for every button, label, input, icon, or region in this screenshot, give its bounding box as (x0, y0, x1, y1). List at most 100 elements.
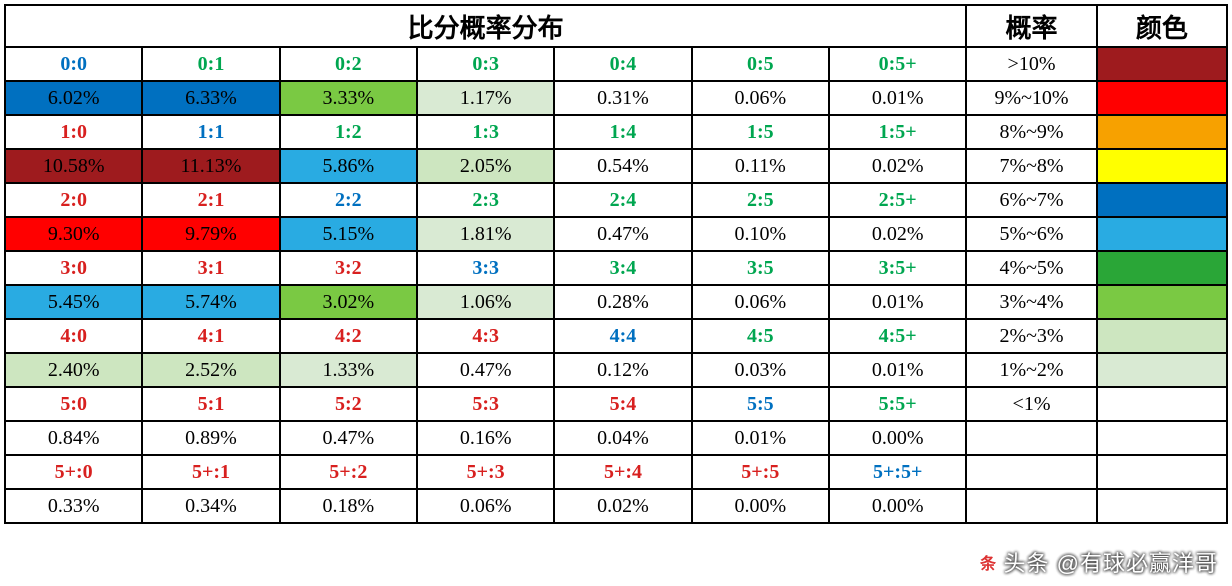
table-row: 0.84%0.89%0.47%0.16%0.04%0.01%0.00% (5, 421, 1227, 455)
data-cell: 1:1 (142, 115, 279, 149)
table-row: 2:02:12:22:32:42:52:5+6%~7% (5, 183, 1227, 217)
data-cell: 0.03% (692, 353, 829, 387)
legend-label: 5%~6% (966, 217, 1096, 251)
data-cell: 0.04% (554, 421, 691, 455)
legend-swatch (1097, 353, 1227, 387)
data-cell: 0.11% (692, 149, 829, 183)
legend-swatch (1097, 115, 1227, 149)
data-cell: 0.18% (280, 489, 417, 523)
legend-swatch (1097, 387, 1227, 421)
data-cell: 0.47% (417, 353, 554, 387)
legend-label: 7%~8% (966, 149, 1096, 183)
legend-label: 4%~5% (966, 251, 1096, 285)
data-cell: 1.81% (417, 217, 554, 251)
data-cell: 3:4 (554, 251, 691, 285)
data-cell: 2:5 (692, 183, 829, 217)
data-cell: 0:2 (280, 47, 417, 81)
data-cell: 5+:1 (142, 455, 279, 489)
data-cell: 0.10% (692, 217, 829, 251)
data-cell: 0:0 (5, 47, 142, 81)
legend-label (966, 489, 1096, 523)
data-cell: 0.06% (692, 285, 829, 319)
data-cell: 1:3 (417, 115, 554, 149)
data-cell: 5+:2 (280, 455, 417, 489)
legend-label: 9%~10% (966, 81, 1096, 115)
data-cell: 0.47% (554, 217, 691, 251)
table-row: 10.58%11.13%5.86%2.05%0.54%0.11%0.02%7%~… (5, 149, 1227, 183)
data-cell: 4:5 (692, 319, 829, 353)
data-cell: 1:4 (554, 115, 691, 149)
data-cell: 5.15% (280, 217, 417, 251)
data-cell: 6.33% (142, 81, 279, 115)
data-cell: 1:5 (692, 115, 829, 149)
data-cell: 2:1 (142, 183, 279, 217)
data-cell: 5:3 (417, 387, 554, 421)
data-cell: 4:3 (417, 319, 554, 353)
data-cell: 0.01% (829, 285, 966, 319)
legend-swatch (1097, 217, 1227, 251)
data-cell: 3:3 (417, 251, 554, 285)
data-cell: 2:4 (554, 183, 691, 217)
data-cell: 2:2 (280, 183, 417, 217)
data-cell: 6.02% (5, 81, 142, 115)
data-cell: 2:5+ (829, 183, 966, 217)
header-color: 颜色 (1097, 5, 1227, 47)
data-cell: 0.02% (554, 489, 691, 523)
data-cell: 0.54% (554, 149, 691, 183)
data-cell: 5+:5 (692, 455, 829, 489)
data-cell: 0.47% (280, 421, 417, 455)
data-cell: 0.84% (5, 421, 142, 455)
table-row: 0:00:10:20:30:40:50:5+>10% (5, 47, 1227, 81)
table-row: 1:01:11:21:31:41:51:5+8%~9% (5, 115, 1227, 149)
data-cell: 0.00% (829, 489, 966, 523)
data-cell: 1:2 (280, 115, 417, 149)
table-row: 9.30%9.79%5.15%1.81%0.47%0.10%0.02%5%~6% (5, 217, 1227, 251)
table-header-row: 比分概率分布 概率 颜色 (5, 5, 1227, 47)
data-cell: 4:4 (554, 319, 691, 353)
data-cell: 5:5+ (829, 387, 966, 421)
data-cell: 11.13% (142, 149, 279, 183)
data-cell: 9.30% (5, 217, 142, 251)
data-cell: 0.01% (829, 353, 966, 387)
data-cell: 5.86% (280, 149, 417, 183)
legend-label: 8%~9% (966, 115, 1096, 149)
data-cell: 0:1 (142, 47, 279, 81)
table-row: 6.02%6.33%3.33%1.17%0.31%0.06%0.01%9%~10… (5, 81, 1227, 115)
data-cell: 5:2 (280, 387, 417, 421)
legend-label: 1%~2% (966, 353, 1096, 387)
table-row: 3:03:13:23:33:43:53:5+4%~5% (5, 251, 1227, 285)
data-cell: 3.33% (280, 81, 417, 115)
data-cell: 2.05% (417, 149, 554, 183)
data-cell: 0.89% (142, 421, 279, 455)
data-cell: 0:5 (692, 47, 829, 81)
table-row: 0.33%0.34%0.18%0.06%0.02%0.00%0.00% (5, 489, 1227, 523)
watermark-text: 头条 @有球必赢洋哥 (1004, 551, 1218, 576)
legend-swatch (1097, 319, 1227, 353)
table-row: 5:05:15:25:35:45:55:5+<1% (5, 387, 1227, 421)
data-cell: 5:0 (5, 387, 142, 421)
watermark: 条头条 @有球必赢洋哥 (978, 546, 1218, 578)
legend-label (966, 455, 1096, 489)
data-cell: 1.33% (280, 353, 417, 387)
legend-label: 6%~7% (966, 183, 1096, 217)
legend-label: >10% (966, 47, 1096, 81)
table-row: 2.40%2.52%1.33%0.47%0.12%0.03%0.01%1%~2% (5, 353, 1227, 387)
data-cell: 3:5+ (829, 251, 966, 285)
data-cell: 5:5 (692, 387, 829, 421)
table-row: 5.45%5.74%3.02%1.06%0.28%0.06%0.01%3%~4% (5, 285, 1227, 319)
data-cell: 0.02% (829, 149, 966, 183)
legend-swatch (1097, 183, 1227, 217)
data-cell: 3:0 (5, 251, 142, 285)
legend-label: 2%~3% (966, 319, 1096, 353)
data-cell: 2.40% (5, 353, 142, 387)
data-cell: 3:1 (142, 251, 279, 285)
table-body: 0:00:10:20:30:40:50:5+>10%6.02%6.33%3.33… (5, 47, 1227, 523)
legend-label: 3%~4% (966, 285, 1096, 319)
data-cell: 0.33% (5, 489, 142, 523)
table-row: 5+:05+:15+:25+:35+:45+:55+:5+ (5, 455, 1227, 489)
data-cell: 5+:3 (417, 455, 554, 489)
data-cell: 2:0 (5, 183, 142, 217)
data-cell: 5.45% (5, 285, 142, 319)
legend-swatch (1097, 47, 1227, 81)
watermark-logo-icon: 条 (978, 554, 1000, 576)
